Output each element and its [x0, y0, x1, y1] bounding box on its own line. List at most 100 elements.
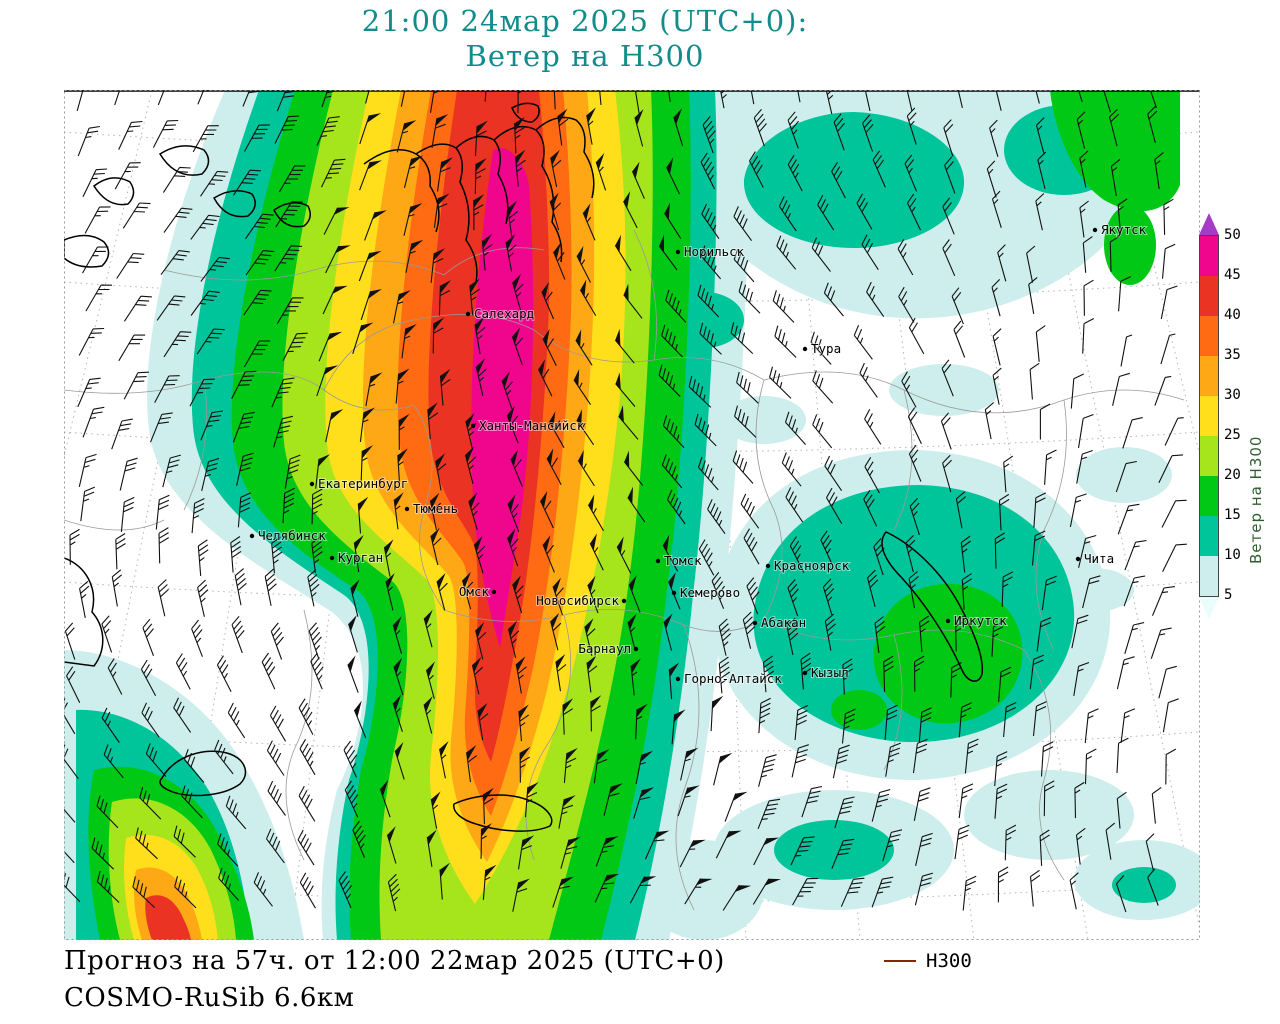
- city-Чита: Чита: [1075, 550, 1115, 567]
- contour-10-topright-a: [743, 112, 965, 248]
- colorbar-tick-5: 5: [1224, 587, 1233, 603]
- city-Ханты-Мансийск: Ханты-Мансийск: [470, 417, 586, 434]
- colorbar-band-15-20: [1200, 476, 1218, 516]
- colorbar-band-20-25: [1200, 436, 1218, 476]
- model-info: COSMO-RuSib 6.6км: [64, 983, 355, 1013]
- colorbar-band-35-40: [1200, 316, 1218, 356]
- city-label: Абакан: [761, 615, 806, 630]
- city-label: Горно-Алтайск: [684, 671, 782, 686]
- title-line2: Ветер на H300: [465, 39, 705, 73]
- contour-5-patch: [889, 364, 999, 416]
- city-Кемерово: Кемерово: [671, 584, 741, 601]
- city-label: Тура: [811, 341, 841, 356]
- colorbar-band-45-50: [1200, 236, 1218, 276]
- city-label: Иркутск: [954, 613, 1007, 628]
- footer: Прогноз на 57ч. от 12:00 22мар 2025 (UTC…: [64, 946, 725, 1013]
- colorbar-band-30-35: [1200, 356, 1218, 396]
- city-Томск: Томск: [655, 552, 703, 569]
- city-label: Тюмень: [413, 501, 458, 516]
- city-label: Томск: [664, 553, 702, 568]
- city-dot: [675, 676, 681, 682]
- colorbar-tick-40: 40: [1224, 307, 1241, 323]
- city-label: Ханты-Мансийск: [479, 418, 585, 433]
- contour-15-baikal-b: [831, 690, 887, 730]
- map-title: 21:00 24мар 2025 (UTC+0): Ветер на H300: [0, 4, 1170, 74]
- city-Челябинск: Челябинск: [249, 527, 327, 544]
- city-dot: [752, 620, 758, 626]
- contour-45-main: [471, 148, 534, 648]
- city-dot: [249, 533, 255, 539]
- region-borders-layer: [64, 229, 1185, 911]
- city-label: Кемерово: [680, 585, 740, 600]
- colorbar-tick-35: 35: [1224, 347, 1241, 363]
- contour-10-patch: [1112, 867, 1176, 903]
- contour-5-patch: [644, 840, 764, 940]
- city-Тура: Тура: [802, 340, 842, 357]
- colorbar-tick-20: 20: [1224, 467, 1241, 483]
- city-label: Барнаул: [578, 641, 631, 656]
- city-label: Челябинск: [258, 528, 326, 543]
- city-dot: [1092, 227, 1098, 233]
- contour-5-patch: [722, 396, 806, 444]
- city-Горно-Алтайск: Горно-Алтайск: [675, 670, 783, 687]
- wind-barb-strokes: [64, 90, 1187, 913]
- contour-15-topright-b: [1104, 205, 1156, 285]
- city-dot: [675, 249, 681, 255]
- map-canvas: Якутск Норильск Салехард Тура Ханты-Мансийск…: [64, 90, 1200, 940]
- city-Омск: Омск: [458, 583, 497, 600]
- city-label: Норильск: [684, 244, 745, 259]
- forecast-info: Прогноз на 57ч. от 12:00 22мар 2025 (UTC…: [64, 946, 725, 976]
- contour-5-patch: [1076, 447, 1172, 503]
- contour-15-baikal: [873, 583, 1023, 724]
- city-Кызыл: Кызыл: [802, 664, 850, 681]
- colorbar-over-arrow: [1199, 213, 1219, 235]
- city-Екатеринбург: Екатеринбург: [309, 475, 409, 492]
- map-border: [64, 90, 1200, 940]
- city-Барнаул: Барнаул: [577, 640, 639, 657]
- city-dot: [309, 481, 315, 487]
- contour-10-patch: [774, 820, 894, 880]
- city-dot: [655, 558, 661, 564]
- city-label: Курган: [338, 550, 383, 565]
- colorbar-tick-30: 30: [1224, 387, 1241, 403]
- city-dot: [329, 555, 335, 561]
- colorbar-band-25-30: [1200, 396, 1218, 436]
- city-dot: [491, 589, 497, 595]
- city-label: Красноярск: [774, 558, 850, 573]
- city-label: Якутск: [1101, 222, 1147, 237]
- city-label: Новосибирск: [536, 593, 619, 608]
- contour-5-patch: [1054, 568, 1134, 612]
- colorbar-band-40-45: [1200, 276, 1218, 316]
- h300-legend: H300: [884, 950, 972, 972]
- city-Красноярск: Красноярск: [765, 557, 851, 574]
- city-label: Екатеринбург: [318, 476, 408, 491]
- city-dot: [802, 670, 808, 676]
- city-dot: [470, 423, 476, 429]
- city-dot: [1075, 556, 1081, 562]
- city-Новосибирск: Новосибирск: [535, 592, 627, 609]
- title-line1: 21:00 24мар 2025 (UTC+0):: [361, 4, 809, 38]
- city-label: Чита: [1084, 551, 1114, 566]
- colorbar-tick-50: 50: [1224, 227, 1241, 243]
- h300-legend-label: H300: [926, 950, 972, 972]
- city-Курган: Курган: [329, 549, 384, 566]
- city-Салехард: Салехард: [465, 305, 535, 322]
- colorbar-tick-45: 45: [1224, 267, 1241, 283]
- city-Якутск: Якутск: [1092, 221, 1148, 238]
- city-dot: [465, 311, 471, 317]
- city-dot: [945, 618, 951, 624]
- city-dot: [671, 590, 677, 596]
- wind-barbs-layer: [64, 90, 1187, 913]
- city-labels-layer: Якутск Норильск Салехард Тура Ханты-Мансийск…: [249, 221, 1148, 687]
- colorbar-band-10-15: [1200, 516, 1218, 556]
- contour-40-bottomleft: [145, 895, 191, 940]
- city-Иркутск: Иркутск: [945, 612, 1008, 629]
- colorbar-under-arrow: [1199, 597, 1219, 619]
- colorbar-bands: [1199, 235, 1219, 597]
- h300-legend-line: [884, 960, 916, 962]
- city-dot: [621, 598, 627, 604]
- colorbar-title: Ветер на H300: [1247, 435, 1265, 564]
- colorbar-band-5-10: [1200, 556, 1218, 596]
- city-dot: [404, 506, 410, 512]
